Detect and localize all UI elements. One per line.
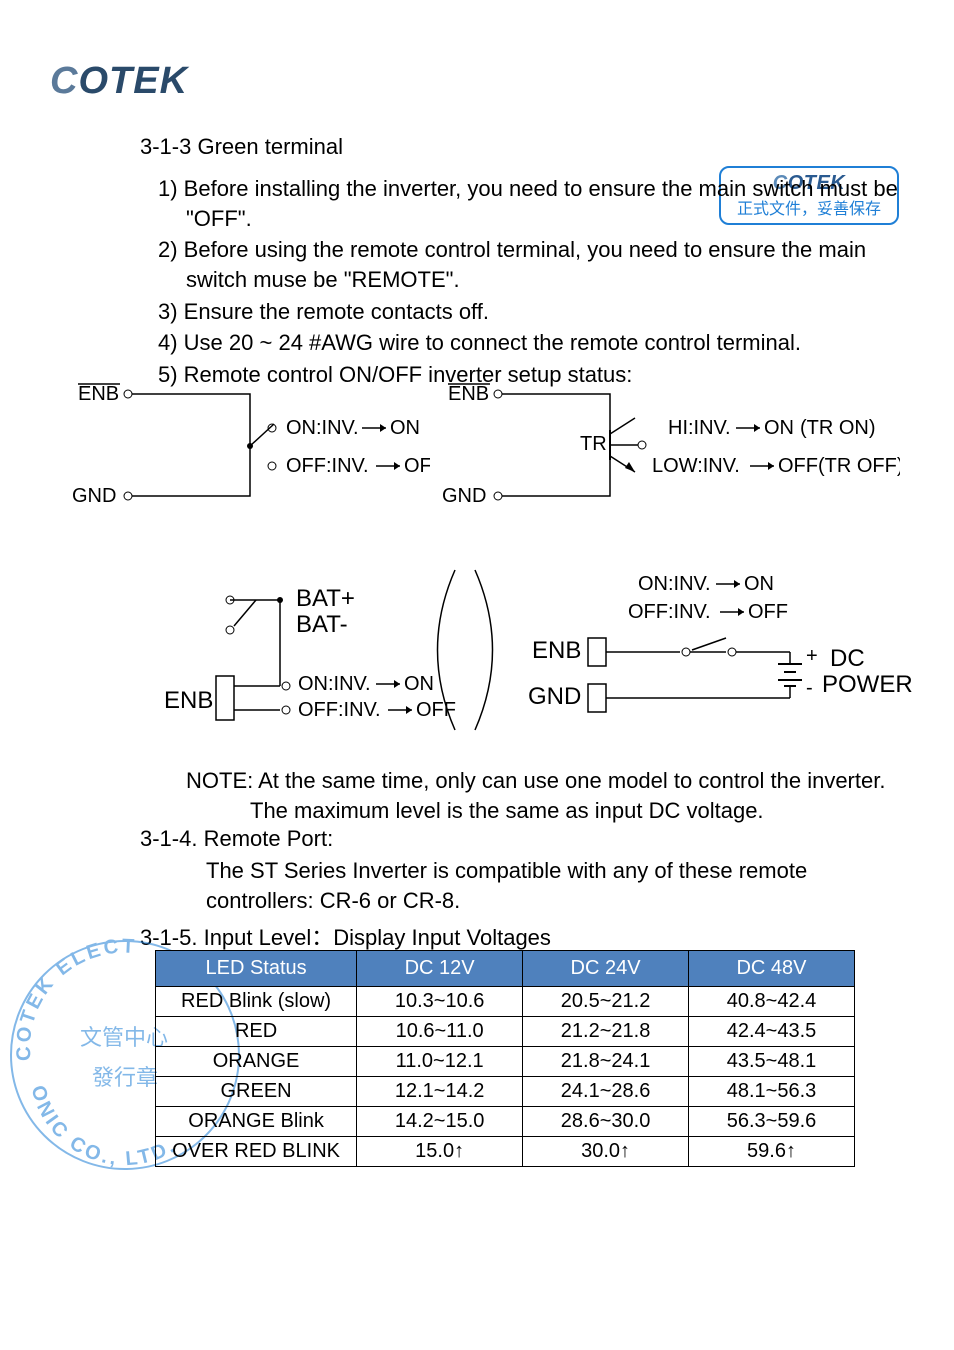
low-r: OFF (778, 455, 818, 477)
note-line-2: The maximum level is the same as input D… (250, 796, 954, 826)
on-label: ON:INV. (638, 573, 711, 595)
diagram-3: ENB BAT+ BAT- ON:INV. ON OFF:INV. OFF (50, 560, 470, 740)
dc-label: DC (830, 645, 865, 672)
table-cell: 24.1~28.6 (523, 1077, 689, 1107)
label-enb: ENB (532, 637, 581, 664)
power-label: POWER (822, 671, 913, 698)
table-cell: 48.1~56.3 (689, 1077, 855, 1107)
label-gnd: GND (442, 485, 486, 507)
note-line-1: NOTE: At the same time, only can use one… (186, 766, 906, 796)
table-cell: RED Blink (slow) (156, 987, 357, 1017)
off-label: OFF:INV. (286, 455, 369, 477)
hi-r: ON (764, 417, 794, 439)
col-led-status: LED Status (156, 951, 357, 987)
table-cell: 11.0~12.1 (357, 1047, 523, 1077)
low-label: LOW:INV. (652, 455, 740, 477)
table-cell: OVER RED BLINK (156, 1137, 357, 1167)
table-row: ORANGE Blink14.2~15.028.6~30.056.3~59.6 (156, 1107, 855, 1137)
table-body: RED Blink (slow)10.3~10.620.5~21.240.8~4… (156, 987, 855, 1167)
table-row: OVER RED BLINK15.0↑30.0↑59.6↑ (156, 1137, 855, 1167)
table-cell: 20.5~21.2 (523, 987, 689, 1017)
table-cell: 40.8~42.4 (689, 987, 855, 1017)
section-315-title: 3-1-5. Input Level：Display Input Voltage… (140, 920, 551, 952)
svg-text:COTEK ELECT: COTEK ELECT (13, 935, 138, 1061)
off-r: OFF (748, 601, 788, 623)
table-cell: 10.3~10.6 (357, 987, 523, 1017)
table-cell: ORANGE (156, 1047, 357, 1077)
list-item: 2) Before using the remote control termi… (158, 235, 898, 294)
logo-rest: OTEK (78, 60, 188, 102)
table-cell: 14.2~15.0 (357, 1107, 523, 1137)
table-cell: 30.0↑ (523, 1137, 689, 1167)
label-enb: ENB (164, 687, 213, 714)
off-label: OFF:INV. (298, 699, 381, 721)
label-tr: TR (580, 433, 607, 455)
diagram-1: ENB GND ON:INV. ON OFF:INV. OFF (50, 378, 430, 508)
hi-note: (TR ON) (800, 417, 876, 439)
table-row: GREEN12.1~14.224.1~28.648.1~56.3 (156, 1077, 855, 1107)
col-dc48: DC 48V (689, 951, 855, 987)
section-313-title: 3-1-3 Green terminal (140, 134, 343, 160)
table-cell: 21.2~21.8 (523, 1017, 689, 1047)
off-label: OFF:INV. (628, 601, 711, 623)
hi-label: HI:INV. (668, 417, 731, 439)
label-batn: BAT- (296, 611, 348, 638)
wm-zh2: 發行章 (92, 1060, 158, 1092)
table-cell: 10.6~11.0 (357, 1017, 523, 1047)
table-row: RED10.6~11.021.2~21.842.4~43.5 (156, 1017, 855, 1047)
brand-logo: COTEK (50, 60, 188, 103)
list-item: 3) Ensure the remote contacts off. (158, 297, 898, 327)
table-cell: 59.6↑ (689, 1137, 855, 1167)
logo-c: C (50, 60, 78, 102)
on-r: ON (404, 673, 434, 695)
table-cell: 21.8~24.1 (523, 1047, 689, 1077)
table-cell: RED (156, 1017, 357, 1047)
table-cell: 12.1~14.2 (357, 1077, 523, 1107)
diagram-4: ON:INV. ON OFF:INV. OFF ENB GND + - DC P… (470, 560, 940, 740)
on-r: ON (744, 573, 774, 595)
table-cell: 56.3~59.6 (689, 1107, 855, 1137)
col-dc24: DC 24V (523, 951, 689, 987)
table-cell: 42.4~43.5 (689, 1017, 855, 1047)
minus: - (806, 677, 813, 699)
label-batp: BAT+ (296, 585, 355, 612)
plus: + (806, 645, 818, 667)
remote-line-1: The ST Series Inverter is compatible wit… (206, 856, 906, 886)
table-row: RED Blink (slow)10.3~10.620.5~21.240.8~4… (156, 987, 855, 1017)
label-gnd: GND (528, 683, 581, 710)
list-item: 4) Use 20 ~ 24 #AWG wire to connect the … (158, 328, 898, 358)
on-label: ON:INV. (298, 673, 371, 695)
table-cell: GREEN (156, 1077, 357, 1107)
off-r: OFF (404, 455, 430, 477)
list-item: 1) Before installing the inverter, you n… (158, 174, 898, 233)
table-cell: ORANGE Blink (156, 1107, 357, 1137)
voltage-table: LED Status DC 12V DC 24V DC 48V RED Blin… (155, 950, 855, 1167)
table-row: ORANGE11.0~12.121.8~24.143.5~48.1 (156, 1047, 855, 1077)
remote-line-2: controllers: CR-6 or CR-8. (206, 886, 906, 916)
table-cell: 15.0↑ (357, 1137, 523, 1167)
table-cell: 28.6~30.0 (523, 1107, 689, 1137)
label-enb: ENB (78, 383, 119, 405)
instruction-list: 1) Before installing the inverter, you n… (158, 174, 898, 392)
table-header-row: LED Status DC 12V DC 24V DC 48V (156, 951, 855, 987)
on-label: ON:INV. (286, 417, 359, 439)
label-gnd: GND (72, 485, 116, 507)
section-314-title: 3-1-4. Remote Port: (140, 826, 333, 852)
label-enb: ENB (448, 383, 489, 405)
table-cell: 43.5~48.1 (689, 1047, 855, 1077)
off-r: OFF (416, 699, 456, 721)
col-dc12: DC 12V (357, 951, 523, 987)
on-r: ON (390, 417, 420, 439)
low-note: (TR OFF) (818, 455, 900, 477)
diagram-2: ENB GND TR HI:INV. ON (TR ON) LOW:INV. O… (430, 378, 900, 508)
